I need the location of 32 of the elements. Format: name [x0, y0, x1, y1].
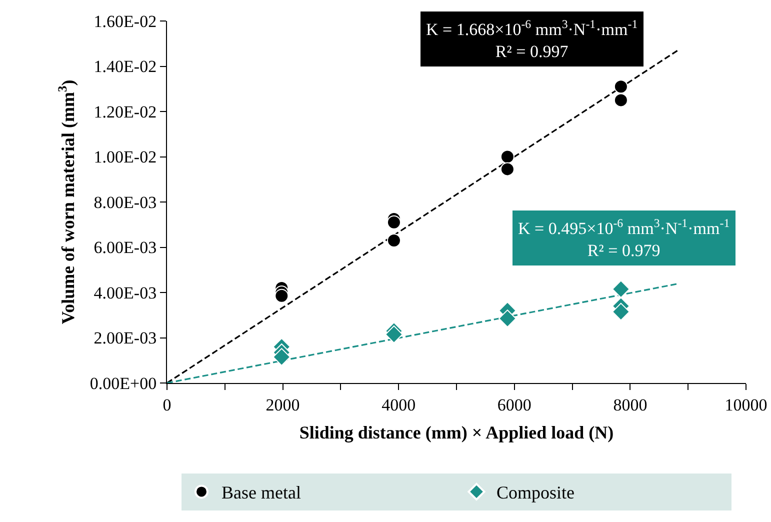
point — [498, 310, 516, 328]
x-tick-label: 8000 — [613, 395, 648, 414]
x-tick-label: 0 — [162, 395, 172, 414]
y-tick-label: 4.00E-03 — [94, 283, 157, 302]
y-tick-label: 6.00E-03 — [94, 238, 157, 258]
point — [612, 280, 630, 298]
x-tick-label: 2000 — [266, 395, 300, 414]
y-tick-label: 8.00E-03 — [94, 192, 157, 212]
x-tick-label: 6000 — [497, 395, 532, 414]
text: K = 1.668×10$^{-6}$ mm$^{3}$·N$^{-1}$·mm$^{-1}$ R² = 0.997 — [426, 17, 638, 62]
y-tick-label: 0.00E+00 — [90, 374, 157, 393]
legend-label: Composite — [496, 482, 575, 503]
point — [386, 233, 401, 248]
point — [274, 288, 289, 303]
point — [385, 325, 403, 344]
text: K = 0.495×10$^{-6}$ mm$^{3}$·N$^{-1}$·mm$^{-1}$ R² = 0.979 — [518, 216, 730, 260]
y-tick-label: 1.00E-02 — [94, 148, 157, 167]
point — [272, 348, 291, 366]
point — [614, 93, 628, 108]
x-tick-label: 4000 — [382, 395, 416, 414]
y-tick-label: 1.20E-02 — [94, 102, 157, 122]
y-tick-label: 1.40E-02 — [94, 57, 157, 76]
point — [500, 150, 514, 164]
legend-label: Base metal — [222, 482, 301, 503]
point — [500, 162, 514, 176]
point — [614, 80, 628, 94]
y-tick-label: 2.00E-03 — [94, 328, 157, 348]
x-tick-label: 10000 — [724, 395, 768, 414]
point — [386, 215, 401, 230]
point — [612, 302, 630, 321]
y-tick-label: 1.60E-02 — [94, 12, 157, 31]
x-axis-title: Sliding distance (mm) × Applied load (N) — [299, 422, 614, 442]
